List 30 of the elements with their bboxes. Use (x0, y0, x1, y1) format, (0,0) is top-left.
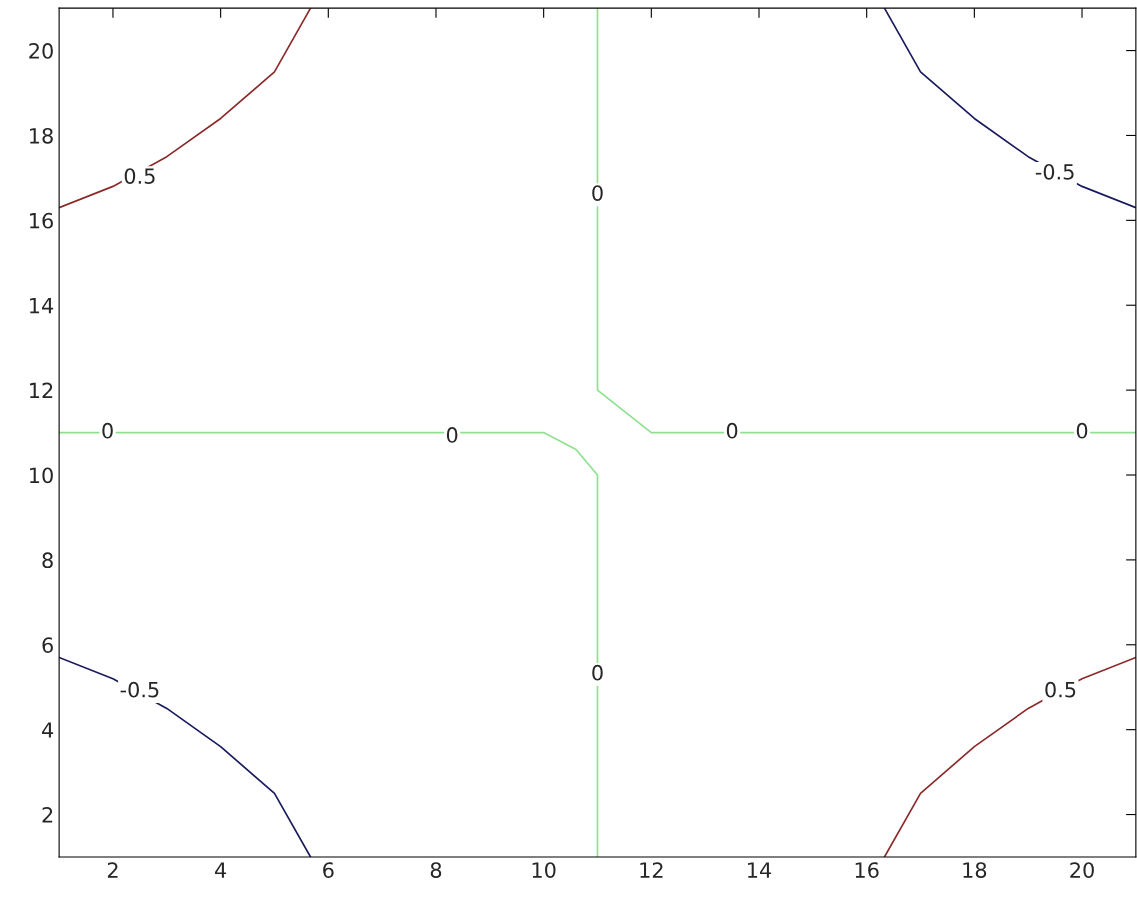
annotation: -0.5 (1035, 163, 1074, 180)
annotation: 0 (592, 185, 603, 201)
y-tick-label: 10 (30, 467, 53, 484)
y-tick-label: 8 (42, 552, 53, 569)
x-tick-label: 6 (323, 862, 334, 878)
annotation: 0 (446, 427, 458, 443)
y-tick-label: 16 (30, 212, 53, 229)
x-tick-label: 12 (640, 862, 663, 878)
x-tick-label: 20 (1070, 862, 1094, 878)
y-tick-label: 20 (29, 43, 53, 59)
annotation: 0 (1076, 422, 1088, 439)
annotation: 0 (592, 664, 603, 681)
y-tick-label: 6 (42, 637, 53, 653)
annotation: 0.5 (124, 168, 155, 184)
annotation: 0.5 (1045, 681, 1076, 698)
x-tick-label: 4 (215, 862, 227, 878)
x-tick-label: 16 (855, 862, 879, 878)
x-tick-label: 10 (532, 862, 556, 878)
y-tick-label: 2 (42, 807, 53, 823)
annotation: 0 (102, 422, 113, 439)
annotation: -0.5 (120, 681, 159, 698)
x-tick-label: 8 (430, 862, 442, 878)
x-tick-label: 2 (107, 862, 118, 878)
y-tick-label: 18 (30, 127, 53, 144)
y-tick-label: 4 (42, 722, 54, 738)
annotation: 0 (726, 422, 738, 439)
x-tick-label: 14 (748, 862, 772, 878)
y-tick-label: 12 (30, 382, 53, 399)
x-tick-label: 18 (963, 862, 987, 878)
y-tick-label: 14 (30, 297, 54, 314)
